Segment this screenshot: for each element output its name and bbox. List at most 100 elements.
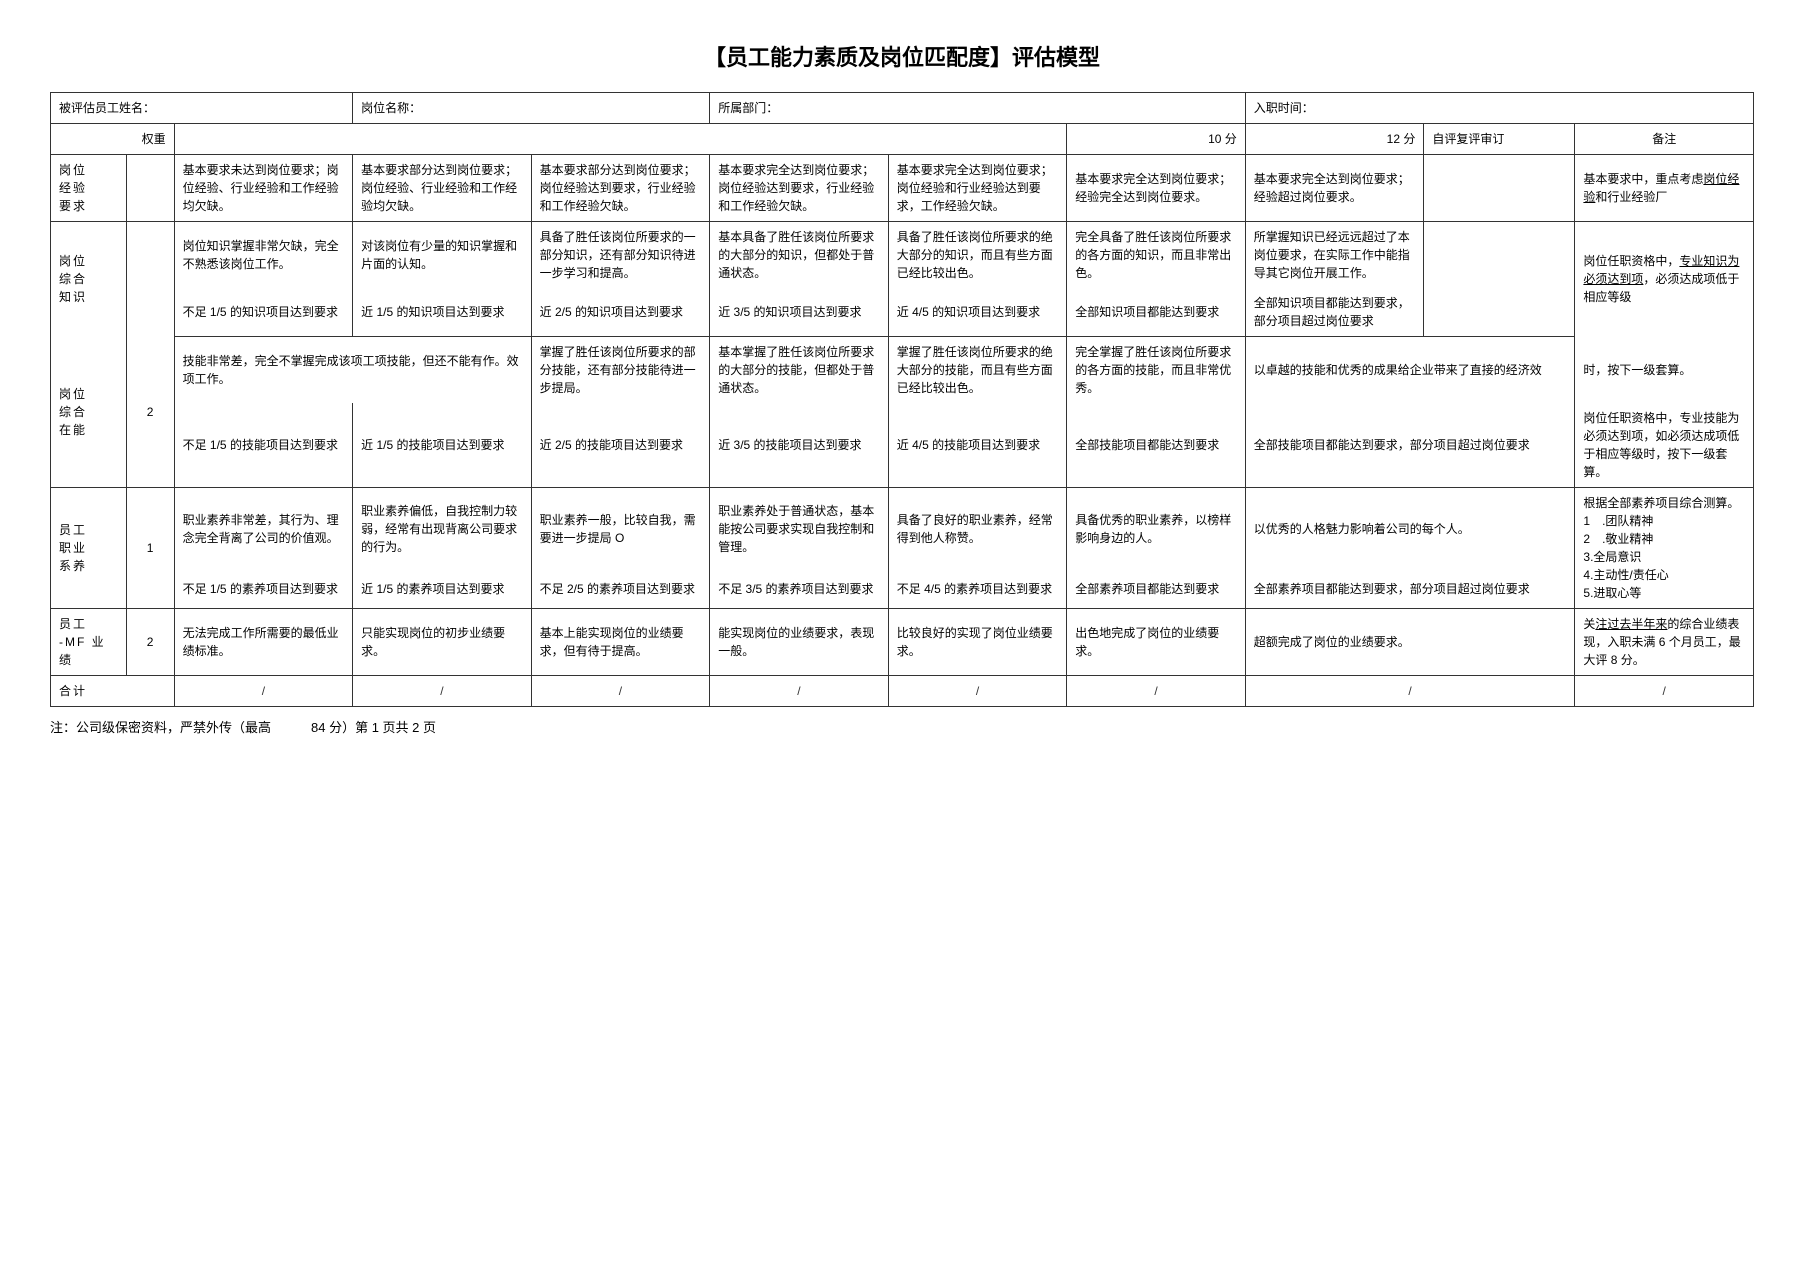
- qual-a7: 以优秀的人格魅力影响着公司的每个人。: [1245, 488, 1575, 571]
- evaluation-table: 被评估员工姓名： 岗位名称： 所属部门： 入职时间： 权重 10 分 12 分 …: [50, 92, 1754, 707]
- skill-label: 岗位 综合 在能: [51, 337, 127, 488]
- perf-c2: 只能实现岗位的初步业绩要求。: [353, 609, 532, 676]
- know-a1: 岗位知识掌握非常欠缺，完全不熟悉该岗位工作。: [174, 222, 353, 289]
- skill-a3: 掌握了胜任该岗位所要求的部分技能，还有部分技能待进一步提局。: [531, 337, 710, 404]
- page-title: 【员工能力素质及岗位匹配度】评估模型: [50, 40, 1754, 72]
- total-slash-2: /: [353, 676, 532, 707]
- quality-label: 员工 职业 系养: [51, 488, 127, 609]
- perf-remark: 关注过去半年来的综合业绩表现，入职未满 6 个月员工，最大评 8 分。: [1575, 609, 1754, 676]
- footer-note: 注：公司级保密资料，严禁外传（最高 84 分）第 1 页共 2 页: [50, 717, 1754, 736]
- knowledge-label: 岗位 综合 知识: [51, 222, 127, 337]
- exp-c2: 基本要求部分达到岗位要求；岗位经验、行业经验和工作经验均欠缺。: [353, 155, 532, 222]
- qual-a6: 具备优秀的职业素养，以榜样影响身边的人。: [1067, 488, 1246, 571]
- hire-date-label: 入职时间：: [1245, 93, 1753, 124]
- skill-b7: 全部技能项目都能达到要求，部分项目超过岗位要求: [1245, 403, 1575, 488]
- perf-label: 员工 -MF 业 绩: [51, 609, 127, 676]
- total-slash-5: /: [888, 676, 1067, 707]
- total-slash-3: /: [531, 676, 710, 707]
- exp-c4: 基本要求完全达到岗位要求；岗位经验达到要求，行业经验和工作经验欠缺。: [710, 155, 889, 222]
- know-a3: 具备了胜任该岗位所要求的一部分知识，还有部分知识待进一步学习和提高。: [531, 222, 710, 289]
- exp-c3: 基本要求部分达到岗位要求；岗位经验达到要求，行业经验和工作经验欠缺。: [531, 155, 710, 222]
- know-a6: 完全具备了胜任该岗位所要求的各方面的知识，而且非常出色。: [1067, 222, 1246, 289]
- know-a2: 对该岗位有少量的知识掌握和片面的认知。: [353, 222, 532, 289]
- perf-c3: 基本上能实现岗位的业绩要求，但有待于提高。: [531, 609, 710, 676]
- employee-name-label: 被评估员工姓名：: [51, 93, 353, 124]
- know-b2: 近 1/5 的知识项目达到要求: [353, 288, 532, 337]
- column-header-row: 权重 10 分 12 分 自评复评审订 备注: [51, 124, 1754, 155]
- skill-b3: 近 2/5 的技能项目达到要求: [531, 403, 710, 488]
- skill-remark: 岗位任职资格中，专业技能为必须达到项，如必须达成项低于相应等级时，按下一级套算。: [1575, 403, 1754, 488]
- quality-weight: 1: [126, 488, 174, 609]
- knowledge-remark-tail: 时，按下一级套算。: [1575, 337, 1754, 404]
- qual-b1: 不足 1/5 的素养项目达到要求: [174, 570, 353, 608]
- qual-b5: 不足 4/5 的素养项目达到要求: [888, 570, 1067, 608]
- skill-b4: 近 3/5 的技能项目达到要求: [710, 403, 889, 488]
- qual-b2: 近 1/5 的素养项目达到要求: [353, 570, 532, 608]
- exp-c7: 基本要求完全达到岗位要求；经验超过岗位要求。: [1245, 155, 1424, 222]
- position-label: 岗位名称：: [353, 93, 710, 124]
- qual-b3: 不足 2/5 的素养项目达到要求: [531, 570, 710, 608]
- total-slash-6: /: [1067, 676, 1246, 707]
- dept-label: 所属部门：: [710, 93, 1246, 124]
- total-slash-4: /: [710, 676, 889, 707]
- skill-a6: 完全掌握了胜任该岗位所要求的各方面的技能，而且非常优秀。: [1067, 337, 1246, 404]
- remark-head: 备注: [1575, 124, 1754, 155]
- knowledge-remark: 岗位任职资格中，专业知识为必须达到项，必须达成项低于相应等级: [1575, 222, 1754, 337]
- total-slash-1: /: [174, 676, 353, 707]
- row-knowledge-b: 不足 1/5 的知识项目达到要求 近 1/5 的知识项目达到要求 近 2/5 的…: [51, 288, 1754, 337]
- qual-b7: 全部素养项目都能达到要求，部分项目超过岗位要求: [1245, 570, 1575, 608]
- perf-weight: 2: [126, 609, 174, 676]
- review-head: 自评复评审订: [1424, 124, 1575, 155]
- skill-a5: 掌握了胜任该岗位所要求的绝大部分的技能，而且有些方面已经比较出色。: [888, 337, 1067, 404]
- exp-label: 岗位 经验 要求: [51, 155, 127, 222]
- perf-c4: 能实现岗位的业绩要求，表现一般。: [710, 609, 889, 676]
- info-row: 被评估员工姓名： 岗位名称： 所属部门： 入职时间：: [51, 93, 1754, 124]
- row-quality-b: 不足 1/5 的素养项目达到要求 近 1/5 的素养项目达到要求 不足 2/5 …: [51, 570, 1754, 608]
- total-label: 合计: [51, 676, 175, 707]
- skill-a1: 技能非常差，完全不掌握完成该项工项技能，但还不能有作。效项工作。: [174, 337, 531, 404]
- row-knowledge-tail: 岗位 综合 在能 2 技能非常差，完全不掌握完成该项工项技能，但还不能有作。效项…: [51, 337, 1754, 404]
- row-total: 合计 / / / / / / / /: [51, 676, 1754, 707]
- skill-weight: 2: [126, 337, 174, 488]
- score10-head: 10 分: [1067, 124, 1246, 155]
- exp-remark: 基本要求中，重点考虑岗位经验和行业经验厂: [1575, 155, 1754, 222]
- exp-c5: 基本要求完全达到岗位要求；岗位经验和行业经验达到要求，工作经验欠缺。: [888, 155, 1067, 222]
- row-experience: 岗位 经验 要求 基本要求未达到岗位要求；岗位经验、行业经验和工作经验均欠缺。 …: [51, 155, 1754, 222]
- know-b6: 全部知识项目都能达到要求: [1067, 288, 1246, 337]
- qual-b6: 全部素养项目都能达到要求: [1067, 570, 1246, 608]
- know-b5: 近 4/5 的知识项目达到要求: [888, 288, 1067, 337]
- perf-c6: 出色地完成了岗位的业绩要求。: [1067, 609, 1246, 676]
- row-skill-b: 不足 1/5 的技能项目达到要求 近 1/5 的技能项目达到要求 近 2/5 的…: [51, 403, 1754, 488]
- skill-a7: 以卓越的技能和优秀的成果给企业带来了直接的经济效: [1245, 337, 1575, 404]
- skill-b2: 近 1/5 的技能项目达到要求: [353, 403, 532, 488]
- qual-a4: 职业素养处于普通状态，基本能按公司要求实现自我控制和管理。: [710, 488, 889, 571]
- qual-a2: 职业素养偏低，自我控制力较弱，经常有出现背离公司要求的行为。: [353, 488, 532, 571]
- perf-c1: 无法完成工作所需要的最低业绩标准。: [174, 609, 353, 676]
- know-b4: 近 3/5 的知识项目达到要求: [710, 288, 889, 337]
- qual-a3: 职业素养一般，比较自我，需要进一步提局 O: [531, 488, 710, 571]
- row-quality-a: 员工 职业 系养 1 职业素养非常差，其行为、理念完全背离了公司的价值观。 职业…: [51, 488, 1754, 571]
- skill-b5: 近 4/5 的技能项目达到要求: [888, 403, 1067, 488]
- know-a5: 具备了胜任该岗位所要求的绝大部分的知识，而且有些方面已经比较出色。: [888, 222, 1067, 289]
- total-slash-8: /: [1575, 676, 1754, 707]
- footer-text: 注：公司级保密资料，严禁外传（最高: [50, 717, 271, 736]
- exp-c6: 基本要求完全达到岗位要求；经验完全达到岗位要求。: [1067, 155, 1246, 222]
- total-slash-7: /: [1245, 676, 1575, 707]
- score12-head: 12 分: [1245, 124, 1424, 155]
- skill-a4: 基本掌握了胜任该岗位所要求的大部分的技能，但都处于普通状态。: [710, 337, 889, 404]
- footer-page: 84 分）第 1 页共 2 页: [311, 717, 436, 736]
- know-a4: 基本具备了胜任该岗位所要求的大部分的知识，但都处于普通状态。: [710, 222, 889, 289]
- know-b3: 近 2/5 的知识项目达到要求: [531, 288, 710, 337]
- know-b1: 不足 1/5 的知识项目达到要求: [174, 288, 353, 337]
- know-b7: 全部知识项目都能达到要求，部分项目超过岗位要求: [1245, 288, 1424, 337]
- qual-a1: 职业素养非常差，其行为、理念完全背离了公司的价值观。: [174, 488, 353, 571]
- skill-b1: 不足 1/5 的技能项目达到要求: [174, 403, 353, 488]
- weight-head: 权重: [51, 124, 175, 155]
- know-a7: 所掌握知识已经远远超过了本岗位要求，在实际工作中能指导其它岗位开展工作。: [1245, 222, 1424, 289]
- qual-b4: 不足 3/5 的素养项目达到要求: [710, 570, 889, 608]
- row-performance: 员工 -MF 业 绩 2 无法完成工作所需要的最低业绩标准。 只能实现岗位的初步…: [51, 609, 1754, 676]
- exp-c1: 基本要求未达到岗位要求；岗位经验、行业经验和工作经验均欠缺。: [174, 155, 353, 222]
- row-knowledge-a: 岗位 综合 知识 岗位知识掌握非常欠缺，完全不熟悉该岗位工作。 对该岗位有少量的…: [51, 222, 1754, 289]
- skill-b6: 全部技能项目都能达到要求: [1067, 403, 1246, 488]
- qual-a5: 具备了良好的职业素养，经常得到他人称赞。: [888, 488, 1067, 571]
